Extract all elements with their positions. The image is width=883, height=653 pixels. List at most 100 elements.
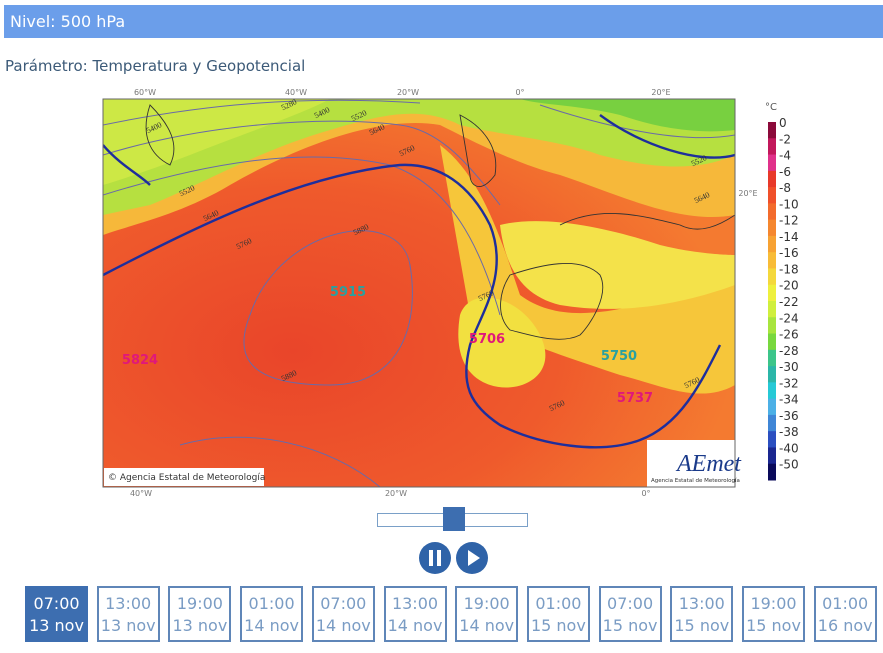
colorbar-label: -28 [779,344,799,358]
time-button-date: 15 nov [602,616,658,635]
top-axis-label: 0° [515,88,524,97]
time-button[interactable]: 01:00 16 nov [813,586,877,642]
colorbar-label: -30 [779,360,799,374]
time-button[interactable]: 01:00 14 nov [240,586,304,642]
time-button[interactable]: 19:00 15 nov [742,586,805,642]
colorbar-swatch [768,382,776,400]
colorbar-swatch [768,366,776,383]
time-button-time: 07:00 [607,594,654,613]
weather-map: AEmet Agencia Estatal de Meteorología © … [102,88,799,498]
top-axis-label: 40°W [285,88,307,97]
bottom-axis-label: 0° [641,489,650,498]
colorbar-label: -16 [779,246,799,260]
pressure-label: 5750 [601,349,637,364]
time-button[interactable]: 19:00 13 nov [168,586,232,642]
colorbar-swatch [768,414,776,432]
colorbar-swatch [768,235,776,253]
time-button-date: 13 nov [100,616,156,635]
map-frame [102,98,736,488]
colorbar-label: -34 [779,393,799,407]
time-button-date: 13 nov [172,616,228,635]
time-button-time: 19:00 [463,594,510,613]
time-button-time: 19:00 [176,594,223,613]
time-button-time: 01:00 [248,594,295,613]
colorbar-label: -12 [779,214,799,228]
colorbar-label: -14 [779,230,799,244]
time-button-time: 13:00 [678,594,725,613]
colorbar-swatch [768,317,776,335]
time-button-time: 19:00 [750,594,797,613]
time-button[interactable]: 07:00 14 nov [311,586,375,642]
colorbar-swatch [768,301,776,318]
colorbar-label: -50 [779,458,799,472]
time-button[interactable]: 07:00 15 nov [598,586,662,642]
colorbar-label: -26 [779,328,799,342]
colorbar-swatch [768,122,776,139]
colorbar-label: -8 [779,181,791,195]
colorbar-swatch [768,349,776,367]
time-button[interactable]: 01:00 15 nov [526,586,590,642]
time-button-date: 14 nov [315,616,371,635]
pressure-label: 5706 [469,332,505,347]
play-button[interactable] [456,542,488,574]
copyright: © Agencia Estatal de Meteorología [108,473,265,483]
colorbar-swatch [768,252,776,269]
slider-knob[interactable] [443,507,465,531]
bottom-axis-label: 40°W [130,489,152,498]
top-axis-label: 60°W [134,88,156,97]
pressure-label: 5915 [330,285,366,300]
time-button-date: 14 nov [244,616,300,635]
colorbar-label: -2 [779,132,791,146]
colorbar-label: -32 [779,376,799,390]
pressure-label: 5824 [122,353,158,368]
colorbar-swatch [768,154,776,172]
time-button-date: 16 nov [817,616,873,635]
logo-caption: Agencia Estatal de Meteorología [651,477,740,484]
colorbar-swatch [768,333,776,351]
colorbar-label: -10 [779,197,799,211]
time-button-time: 13:00 [391,594,439,613]
time-button-date: 15 nov [530,616,586,635]
colorbar-swatch [768,170,776,188]
colorbar-label: -20 [779,279,799,293]
top-axis-label: 20°E [651,88,670,97]
colorbar-swatch [768,447,776,465]
colorbar-swatch [768,431,776,448]
colorbar-label: -4 [779,149,791,163]
colorbar-label: 0 [779,116,787,130]
logo: AEmet [675,451,742,477]
parameter-label: Parámetro: Temperatura y Geopotencial [5,57,306,75]
copyright-text: Agencia Estatal de Meteorología [120,473,266,483]
time-button-time: 07:00 [33,594,80,613]
colorbar-swatch [768,187,776,204]
time-button[interactable]: 19:00 14 nov [455,586,519,642]
colorbar-swatch [768,284,776,302]
colorbar-label: -6 [779,165,791,179]
time-button-time: 01:00 [822,594,869,613]
colorbar-swatch [768,219,776,237]
colorbar-swatch [768,268,776,286]
time-button-date: 14 nov [387,616,443,635]
colorbar-unit: °C [765,102,777,113]
colorbar-label: -18 [779,262,799,276]
colorbar-label: -36 [779,409,799,423]
time-button-date: 14 nov [459,616,515,635]
time-button[interactable]: 13:00 15 nov [670,586,734,642]
colorbar-swatch [768,203,776,221]
time-button-date: 15 nov [674,616,730,635]
map-field [103,99,735,487]
right-axis-label: 20°E [738,189,757,198]
time-button-time: 01:00 [535,594,582,613]
pause-button[interactable] [419,542,451,574]
time-button-date: 13 nov [29,616,84,635]
bottom-axis-label: 20°W [385,489,407,498]
pressure-label: 5737 [617,391,653,406]
time-button-time: 07:00 [320,594,367,613]
time-button[interactable]: 13:00 14 nov [383,586,447,642]
time-button-time: 13:00 [105,594,152,613]
level-header: Nivel: 500 hPa [4,5,883,38]
time-button[interactable]: 07:00 13 nov [25,586,88,642]
colorbar-swatch [768,463,776,481]
time-button[interactable]: 13:00 13 nov [96,586,160,642]
